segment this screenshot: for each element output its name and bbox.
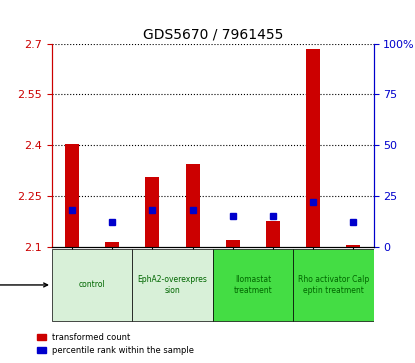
- Bar: [266, 221, 280, 247]
- Bar: [186, 164, 200, 247]
- Bar: [132, 249, 213, 321]
- Bar: [145, 178, 159, 247]
- Title: GDS5670 / 7961455: GDS5670 / 7961455: [142, 27, 283, 41]
- Bar: [347, 245, 361, 247]
- Text: Ilomastat
treatment: Ilomastat treatment: [234, 275, 272, 295]
- Bar: [213, 249, 293, 321]
- Bar: [293, 249, 374, 321]
- Bar: [226, 240, 240, 247]
- Text: Rho activator Calp
eptin treatment: Rho activator Calp eptin treatment: [298, 275, 369, 295]
- Bar: [105, 242, 119, 247]
- Text: control: control: [79, 281, 105, 289]
- Text: EphA2-overexpres
sion: EphA2-overexpres sion: [137, 275, 208, 295]
- Legend: transformed count, percentile rank within the sample: transformed count, percentile rank withi…: [37, 333, 194, 355]
- Bar: [52, 249, 132, 321]
- Text: protocol: protocol: [0, 280, 48, 290]
- Bar: [306, 49, 320, 247]
- Bar: [65, 143, 79, 247]
